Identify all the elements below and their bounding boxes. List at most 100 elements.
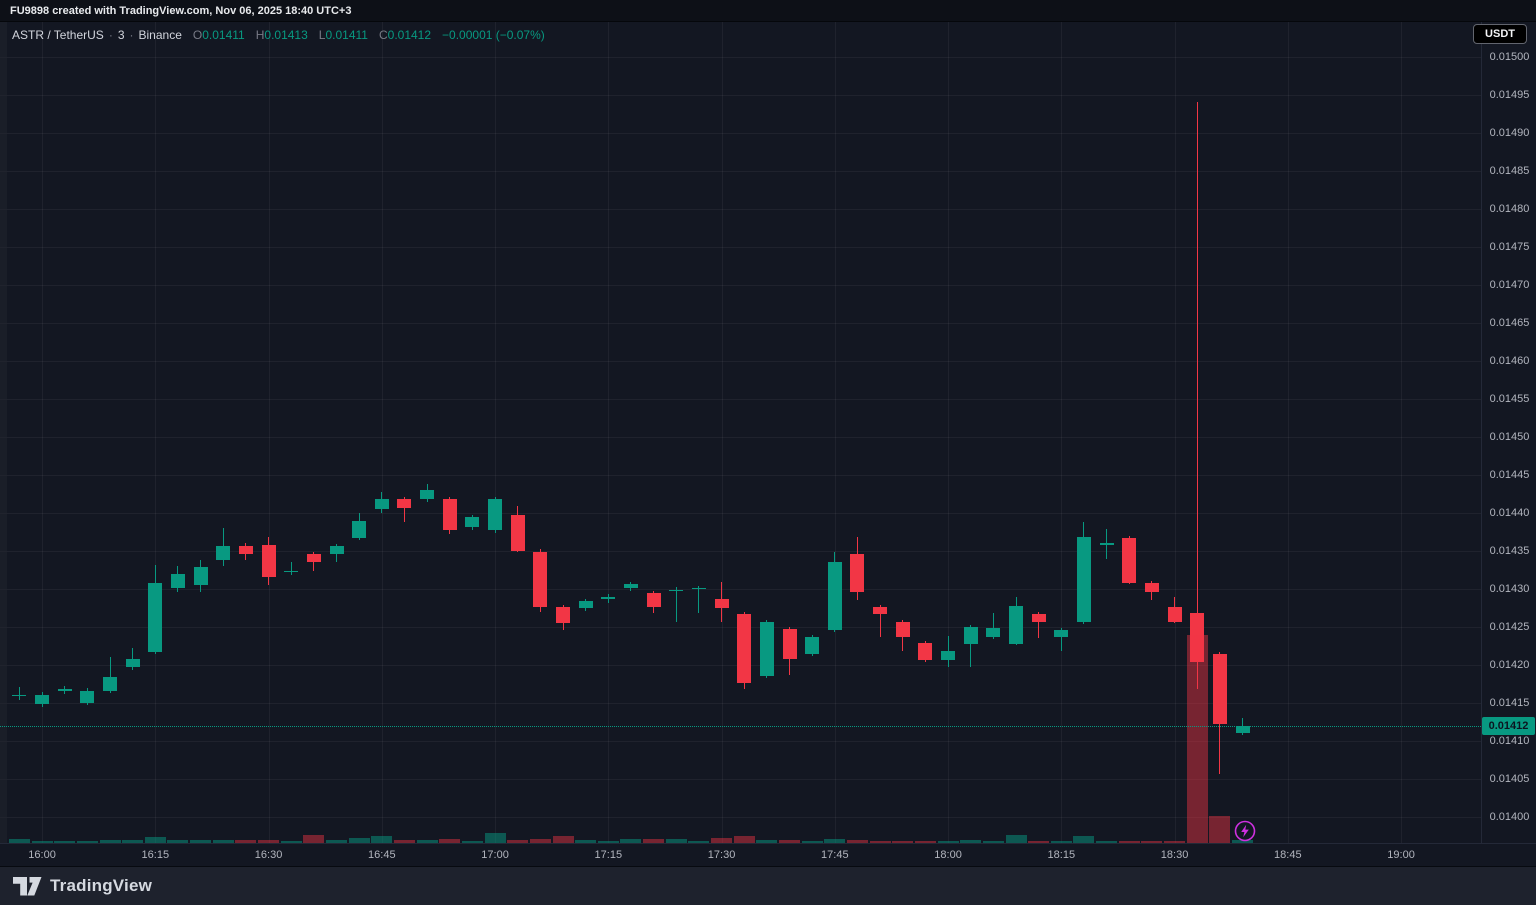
- volume-bar: [326, 840, 347, 843]
- grid-h-line: [0, 285, 1481, 286]
- candle-wick: [18, 687, 20, 700]
- chart-plot[interactable]: [0, 22, 1481, 843]
- candle-body: [1099, 543, 1114, 545]
- grid-h-line: [0, 95, 1481, 96]
- candle-body: [352, 520, 367, 539]
- candle-body: [556, 607, 570, 624]
- grid-h-line: [0, 475, 1481, 476]
- current-price-line: [0, 725, 1481, 727]
- candle-body: [1009, 606, 1023, 644]
- volume-bar: [167, 840, 189, 843]
- volume-bar: [711, 838, 733, 843]
- topbar: FU9898 created with TradingView.com, Nov…: [0, 0, 1536, 22]
- low-label: L: [318, 28, 326, 42]
- candle-wick: [1060, 627, 1062, 651]
- candle-body: [1122, 538, 1137, 583]
- price-tick-label: 0.01400: [1489, 811, 1530, 823]
- volume-bar: [914, 841, 936, 843]
- grid-v-line: [721, 22, 723, 843]
- close-value: 0.01412: [387, 28, 432, 42]
- candle-body: [669, 589, 684, 591]
- volume-bar: [1118, 841, 1140, 843]
- grid-v-line: [1061, 22, 1063, 843]
- grid-v-line: [381, 22, 383, 843]
- candle-body: [193, 566, 208, 586]
- price-tick-label: 0.01500: [1489, 51, 1530, 63]
- volume-bar: [258, 840, 280, 843]
- volume-bar: [439, 839, 461, 843]
- grid-h-line: [0, 513, 1481, 514]
- grid-h-line: [0, 817, 1481, 818]
- volume-bar: [54, 841, 76, 843]
- candle-body: [442, 499, 457, 531]
- candle-wick: [675, 586, 677, 622]
- current-price-label[interactable]: 0.01412: [1482, 716, 1535, 735]
- close-label: C: [378, 28, 388, 42]
- symbol-title[interactable]: ASTR / TetherUS: [12, 28, 104, 42]
- candle-body: [1076, 537, 1091, 622]
- candle-body: [374, 499, 389, 510]
- candle-body: [12, 694, 27, 696]
- candle-body: [782, 629, 797, 659]
- time-tick-label: 16:30: [254, 849, 283, 861]
- grid-h-line: [0, 361, 1481, 362]
- volume-bar: [688, 841, 710, 843]
- candle-body: [125, 658, 140, 668]
- volume-bar: [801, 841, 823, 843]
- volume-bar: [416, 840, 438, 843]
- time-axis[interactable]: 16:00 16:15 16:30 16:45 17:00 17:15 17:30 17:45…: [0, 843, 1536, 866]
- volume-bar: [982, 841, 1004, 843]
- candle-wick: [132, 648, 134, 670]
- currency-toggle-button[interactable]: USDT: [1473, 24, 1527, 44]
- time-tick-label: 16:15: [141, 849, 170, 861]
- price-tick-label: 0.01435: [1489, 545, 1530, 557]
- candle-body: [601, 597, 616, 599]
- candle-body: [57, 689, 72, 691]
- candle-wick: [607, 594, 609, 604]
- price-tick-label: 0.01470: [1489, 279, 1530, 291]
- candle-body: [148, 582, 163, 653]
- candle-body: [873, 607, 888, 615]
- volume-bar: [31, 841, 53, 843]
- volume-bar: [1164, 841, 1186, 843]
- volume-bar: [620, 839, 642, 843]
- volume-bar: [756, 840, 778, 843]
- candle-body: [284, 570, 299, 572]
- volume-bar: [846, 840, 868, 843]
- candle-body: [578, 601, 593, 608]
- price-tick-label: 0.01485: [1489, 165, 1530, 177]
- price-tick-label: 0.01405: [1489, 773, 1530, 785]
- interval-label[interactable]: 3: [117, 28, 125, 42]
- time-tick-label: 19:00: [1387, 849, 1415, 861]
- candle-body: [261, 544, 276, 577]
- candle-body: [465, 516, 480, 527]
- candle-wick: [109, 657, 111, 694]
- price-axis[interactable]: 0.01500 0.01495 0.01490 0.01485 0.01480 0.014…: [1481, 22, 1536, 843]
- grid-h-line: [0, 703, 1481, 704]
- price-tick-label: 0.01440: [1489, 507, 1530, 519]
- volume-bar: [1050, 841, 1072, 843]
- volume-bar: [643, 839, 665, 843]
- high-label: H: [255, 28, 265, 42]
- volume-bar: [348, 838, 370, 843]
- tradingview-logo-icon[interactable]: [13, 876, 42, 896]
- price-tick-label: 0.01420: [1489, 659, 1530, 671]
- grid-v-line: [155, 22, 157, 843]
- price-tick-label: 0.01445: [1489, 469, 1530, 481]
- flash-icon[interactable]: [1234, 820, 1256, 842]
- volume-bar: [1005, 835, 1027, 843]
- volume-bar: [1186, 635, 1208, 843]
- candle-body: [238, 545, 253, 555]
- volume-bar: [597, 841, 619, 843]
- grid-h-line: [0, 171, 1481, 172]
- grid-v-line: [42, 22, 44, 843]
- price-tick-label: 0.01415: [1489, 697, 1530, 709]
- grid-h-line: [0, 399, 1481, 400]
- candle-body: [759, 621, 774, 676]
- candle-body: [1235, 725, 1250, 734]
- time-tick-label: 18:45: [1274, 849, 1302, 861]
- candle-wick: [1038, 611, 1040, 639]
- tradingview-brand-text[interactable]: TradingView: [50, 876, 153, 895]
- grid-h-line: [0, 57, 1481, 58]
- candle-body: [170, 573, 185, 589]
